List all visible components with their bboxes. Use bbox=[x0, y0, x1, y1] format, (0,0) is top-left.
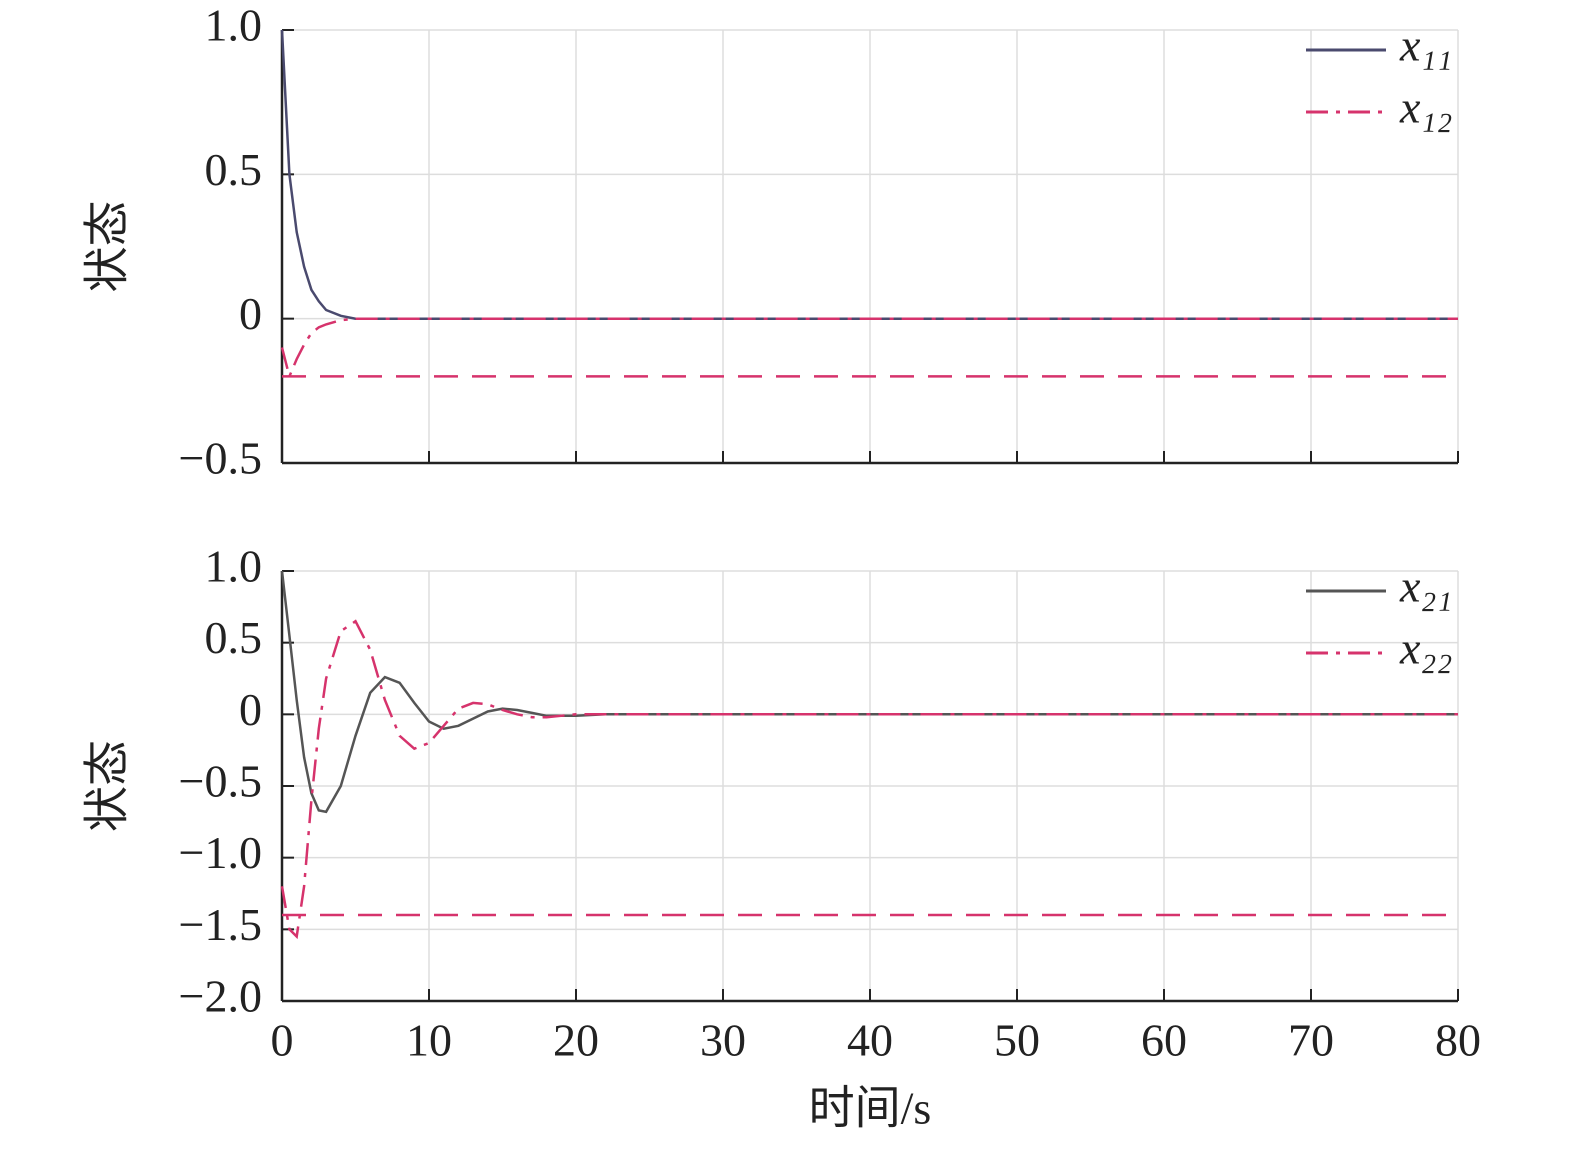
y-axis-label: 状态 bbox=[82, 740, 133, 832]
series-line bbox=[280, 619, 1458, 940]
y-tick-label: −1.0 bbox=[179, 827, 262, 878]
legend-label: x₁₂ bbox=[1399, 82, 1452, 133]
y-tick-label: 1.0 bbox=[205, 0, 263, 51]
y-tick-label: −0.5 bbox=[179, 433, 262, 484]
x-tick-label: 70 bbox=[1288, 1015, 1334, 1066]
x-axis-label: 时间/s bbox=[809, 1083, 932, 1134]
y-axis-label: 状态 bbox=[82, 201, 133, 293]
x-tick-label: 80 bbox=[1435, 1015, 1481, 1066]
y-tick-label: −2.0 bbox=[179, 971, 262, 1022]
x-tick-label: 20 bbox=[553, 1015, 599, 1066]
y-tick-label: 0.5 bbox=[205, 612, 263, 663]
legend-label: x₁₁ bbox=[1399, 20, 1452, 71]
legend-label: x₂₁ bbox=[1399, 561, 1452, 612]
y-tick-label: −0.5 bbox=[179, 756, 262, 807]
y-tick-label: 0 bbox=[239, 288, 262, 339]
legend-label: x₂₂ bbox=[1399, 623, 1452, 674]
x-tick-label: 40 bbox=[847, 1015, 893, 1066]
x-tick-label: 50 bbox=[994, 1015, 1040, 1066]
x-tick-label: 10 bbox=[406, 1015, 452, 1066]
x-tick-label: 30 bbox=[700, 1015, 746, 1066]
x-tick-label: 60 bbox=[1141, 1015, 1187, 1066]
y-tick-label: 0.5 bbox=[205, 144, 263, 195]
y-tick-label: 0 bbox=[239, 684, 262, 735]
y-tick-label: −1.5 bbox=[179, 899, 262, 950]
y-tick-label: 1.0 bbox=[205, 541, 263, 592]
series-line bbox=[280, 317, 1458, 381]
x-tick-label: 0 bbox=[271, 1015, 294, 1066]
